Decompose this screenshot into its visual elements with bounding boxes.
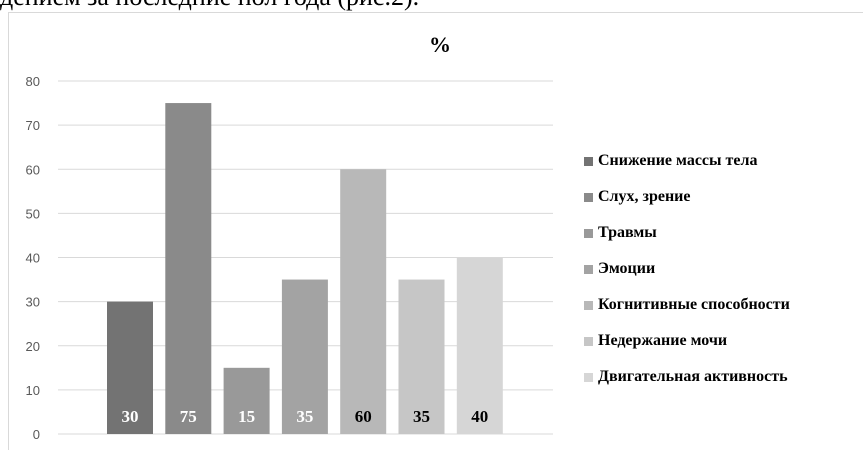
legend-item: Снижение массы тела (584, 143, 790, 179)
bar-1 (107, 301, 153, 434)
bar-5 (340, 169, 387, 434)
legend-item: Когнитивные способности (584, 287, 790, 323)
y-tick-label: 50 (26, 206, 40, 221)
y-tick-label: 70 (26, 118, 40, 133)
legend-swatch (584, 336, 593, 346)
legend-label: Снижение массы тела (598, 152, 758, 169)
y-axis-ticks: 0 10 20 30 40 50 60 70 80 (26, 74, 40, 442)
data-labels: 30 75 15 35 60 35 40 (122, 407, 489, 426)
bar-3 (223, 367, 270, 434)
legend-swatch (584, 192, 593, 202)
bar-2 (165, 103, 212, 434)
chart-title: % (429, 32, 451, 57)
bar-4 (281, 279, 328, 434)
y-tick-label: 60 (26, 162, 40, 177)
bar-6 (398, 279, 445, 434)
legend-swatch (584, 300, 593, 310)
legend: Снижение массы тела Слух, зрение Травмы Эмо… (584, 143, 790, 395)
data-label-6: 35 (413, 407, 430, 426)
header-text: дением за последние пол года (рис.2). (0, 0, 419, 12)
data-label-7: 40 (471, 407, 488, 426)
legend-label: Слух, зрение (598, 188, 691, 205)
legend-label: Недержание мочи (598, 332, 728, 349)
legend-label: Когнитивные способности (598, 296, 790, 313)
legend-label: Двигательная активность (598, 368, 788, 385)
legend-item: Двигательная активность (584, 359, 790, 395)
bars (107, 103, 503, 434)
data-label-2: 75 (180, 407, 197, 426)
y-tick-label: 30 (26, 295, 40, 310)
legend-item: Недержание мочи (584, 323, 790, 359)
chart-frame (8, 12, 863, 450)
y-tick-label: 10 (26, 383, 40, 398)
legend-item: Травмы (584, 215, 790, 251)
y-tick-label: 0 (33, 427, 40, 442)
bar-7 (456, 257, 503, 434)
legend-swatch (584, 372, 593, 382)
data-label-4: 35 (296, 407, 313, 426)
data-label-5: 60 (355, 407, 372, 426)
legend-item: Слух, зрение (584, 179, 790, 215)
legend-swatch (584, 156, 593, 166)
legend-item: Эмоции (584, 251, 790, 287)
data-label-3: 15 (238, 407, 255, 426)
y-tick-label: 20 (26, 339, 40, 354)
data-label-1: 30 (122, 407, 139, 426)
legend-swatch (584, 228, 593, 238)
y-tick-label: 40 (26, 251, 40, 266)
legend-label: Эмоции (598, 260, 656, 277)
y-tick-label: 80 (26, 74, 40, 89)
legend-swatch (584, 264, 593, 274)
legend-label: Травмы (598, 224, 657, 241)
